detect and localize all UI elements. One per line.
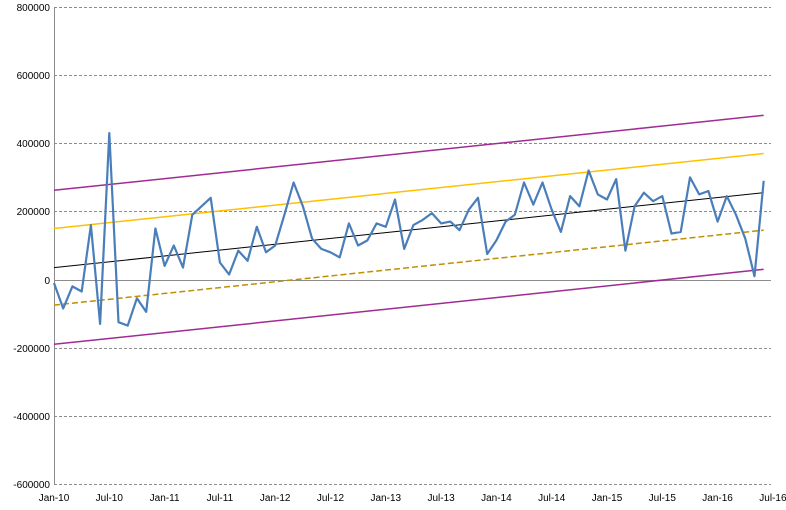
x-tick-label: Jan-15	[592, 493, 623, 504]
y-tick-label: -400000	[13, 412, 50, 423]
y-tick-labels: 800000 600000 400000 200000 0 -200000 -400000 -…	[13, 3, 50, 491]
x-tick-label: Jul-12	[317, 493, 345, 504]
x-tick-label: Jul-11	[207, 493, 234, 504]
y-tick-label: 400000	[17, 139, 51, 150]
x-tick-label: Jul-10	[96, 493, 124, 504]
y-tick-label: 600000	[17, 71, 51, 82]
y-tick-label: -600000	[13, 480, 50, 491]
x-tick-label: Jul-13	[427, 493, 455, 504]
y-tick-label: -200000	[13, 344, 50, 355]
x-tick-label: Jan-10	[39, 493, 70, 504]
x-tick-label: Jan-16	[702, 493, 733, 504]
reference-line-upper_1	[53, 152, 764, 230]
reference-line-lower_1	[53, 229, 764, 306]
x-tick-label: Jul-16	[759, 493, 786, 504]
x-tick-labels: Jan-10 Jul-10 Jan-11 Jul-11 Jan-12 Jul-12 Jan-…	[39, 493, 786, 504]
x-tick-label: Jan-12	[260, 493, 291, 504]
reference-line-lower_2	[53, 268, 764, 346]
y-tick-label: 200000	[17, 207, 51, 218]
reference-lines	[53, 114, 764, 346]
series-line	[52, 132, 765, 327]
reference-line-trend	[53, 192, 764, 269]
x-tick-label: Jan-14	[481, 493, 512, 504]
gridlines	[54, 7, 771, 485]
x-tick-label: Jul-15	[649, 493, 677, 504]
series-lines	[52, 132, 765, 327]
y-tick-label: 800000	[17, 3, 51, 14]
y-tick-label: 0	[44, 276, 50, 287]
x-tick-label: Jan-13	[371, 493, 402, 504]
x-tick-label: Jul-14	[538, 493, 566, 504]
axes	[54, 7, 771, 484]
x-tick-label: Jan-11	[150, 493, 180, 504]
reference-line-upper_2	[53, 114, 764, 192]
